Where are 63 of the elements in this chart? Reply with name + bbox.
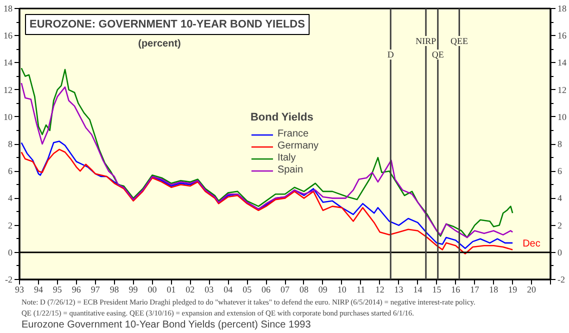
x-tick-label: 04 bbox=[224, 284, 234, 294]
x-tick-label: 97 bbox=[90, 284, 100, 294]
ref-line-label: QEE bbox=[450, 36, 469, 46]
text: EUROZONE: GOVERNMENT 10-YEAR BOND YIELDS bbox=[30, 18, 305, 30]
y2-tick-label: 18 bbox=[558, 4, 567, 14]
x-tick-label: 12 bbox=[375, 284, 384, 294]
x-tick-label: 95 bbox=[52, 284, 62, 294]
y2-tick-label: 2 bbox=[558, 220, 562, 230]
legend-title: Bond Yields bbox=[250, 111, 314, 123]
y-tick-label: 14 bbox=[4, 58, 13, 68]
annotation: Dec bbox=[522, 238, 540, 250]
ref-line-label: D bbox=[387, 50, 394, 60]
x-tick-label: 96 bbox=[72, 284, 82, 294]
y-tick-label: 6 bbox=[8, 166, 13, 176]
x-tick-label: 94 bbox=[34, 284, 44, 294]
x-tick-label: 01 bbox=[166, 284, 176, 294]
x-tick-label: 15 bbox=[432, 284, 442, 294]
x-tick-label: 17 bbox=[470, 284, 480, 294]
ref-line-label: QE bbox=[432, 50, 444, 60]
x-tick-label: 93 bbox=[15, 284, 24, 294]
y2-tick-label: 8 bbox=[558, 139, 562, 149]
text: (percent) bbox=[138, 38, 181, 50]
y-tick-label: 10 bbox=[4, 112, 13, 122]
legend-label: Germany bbox=[277, 140, 319, 152]
y2-tick-label: 4 bbox=[558, 193, 562, 204]
x-tick-label: 03 bbox=[204, 284, 214, 294]
x-tick-label: 19 bbox=[508, 284, 518, 294]
y-tick-label: 16 bbox=[4, 30, 13, 41]
text: Eurozone Government 10-Year Bond Yields (percent) Since 1993 bbox=[22, 320, 312, 330]
y-tick-label: 18 bbox=[4, 4, 13, 14]
x-tick-label: 10 bbox=[337, 284, 347, 294]
legend-label: Spain bbox=[277, 164, 304, 176]
ref-line-label: NIRP bbox=[416, 36, 436, 46]
x-tick-label: 13 bbox=[394, 284, 404, 294]
y-tick-label: 8 bbox=[8, 139, 13, 149]
x-tick-label: 08 bbox=[299, 284, 309, 294]
x-tick-label: 99 bbox=[128, 284, 138, 294]
x-tick-label: 20 bbox=[527, 284, 537, 294]
y2-tick-label: 14 bbox=[558, 58, 567, 68]
x-tick-label: 16 bbox=[451, 284, 461, 294]
y2-tick-label: 6 bbox=[558, 166, 562, 176]
x-tick-label: 18 bbox=[489, 284, 499, 294]
legend-label: France bbox=[277, 128, 309, 140]
x-tick-label: 11 bbox=[356, 284, 366, 294]
x-tick-label: 02 bbox=[186, 284, 195, 294]
y2-tick-label: 16 bbox=[558, 30, 567, 41]
y2-tick-label: 12 bbox=[558, 84, 566, 95]
y-tick-label: 12 bbox=[4, 84, 12, 95]
x-tick-label: 06 bbox=[262, 284, 272, 294]
x-tick-label: 07 bbox=[280, 284, 290, 294]
y2-tick-label: 10 bbox=[558, 112, 567, 122]
y2-tick-label: -2 bbox=[558, 274, 565, 284]
y-tick-label: 4 bbox=[8, 193, 13, 204]
x-tick-label: 09 bbox=[318, 284, 328, 294]
y2-tick-label: 0 bbox=[558, 247, 562, 258]
x-tick-label: 14 bbox=[413, 284, 423, 294]
x-tick-label: 05 bbox=[242, 284, 252, 294]
y-tick-label: -2 bbox=[5, 274, 13, 284]
x-tick-label: 00 bbox=[148, 284, 158, 294]
x-tick-label: 98 bbox=[110, 284, 120, 294]
y-tick-label: 2 bbox=[8, 220, 12, 230]
legend-label: Italy bbox=[277, 152, 297, 164]
y-tick-label: 0 bbox=[8, 247, 13, 258]
